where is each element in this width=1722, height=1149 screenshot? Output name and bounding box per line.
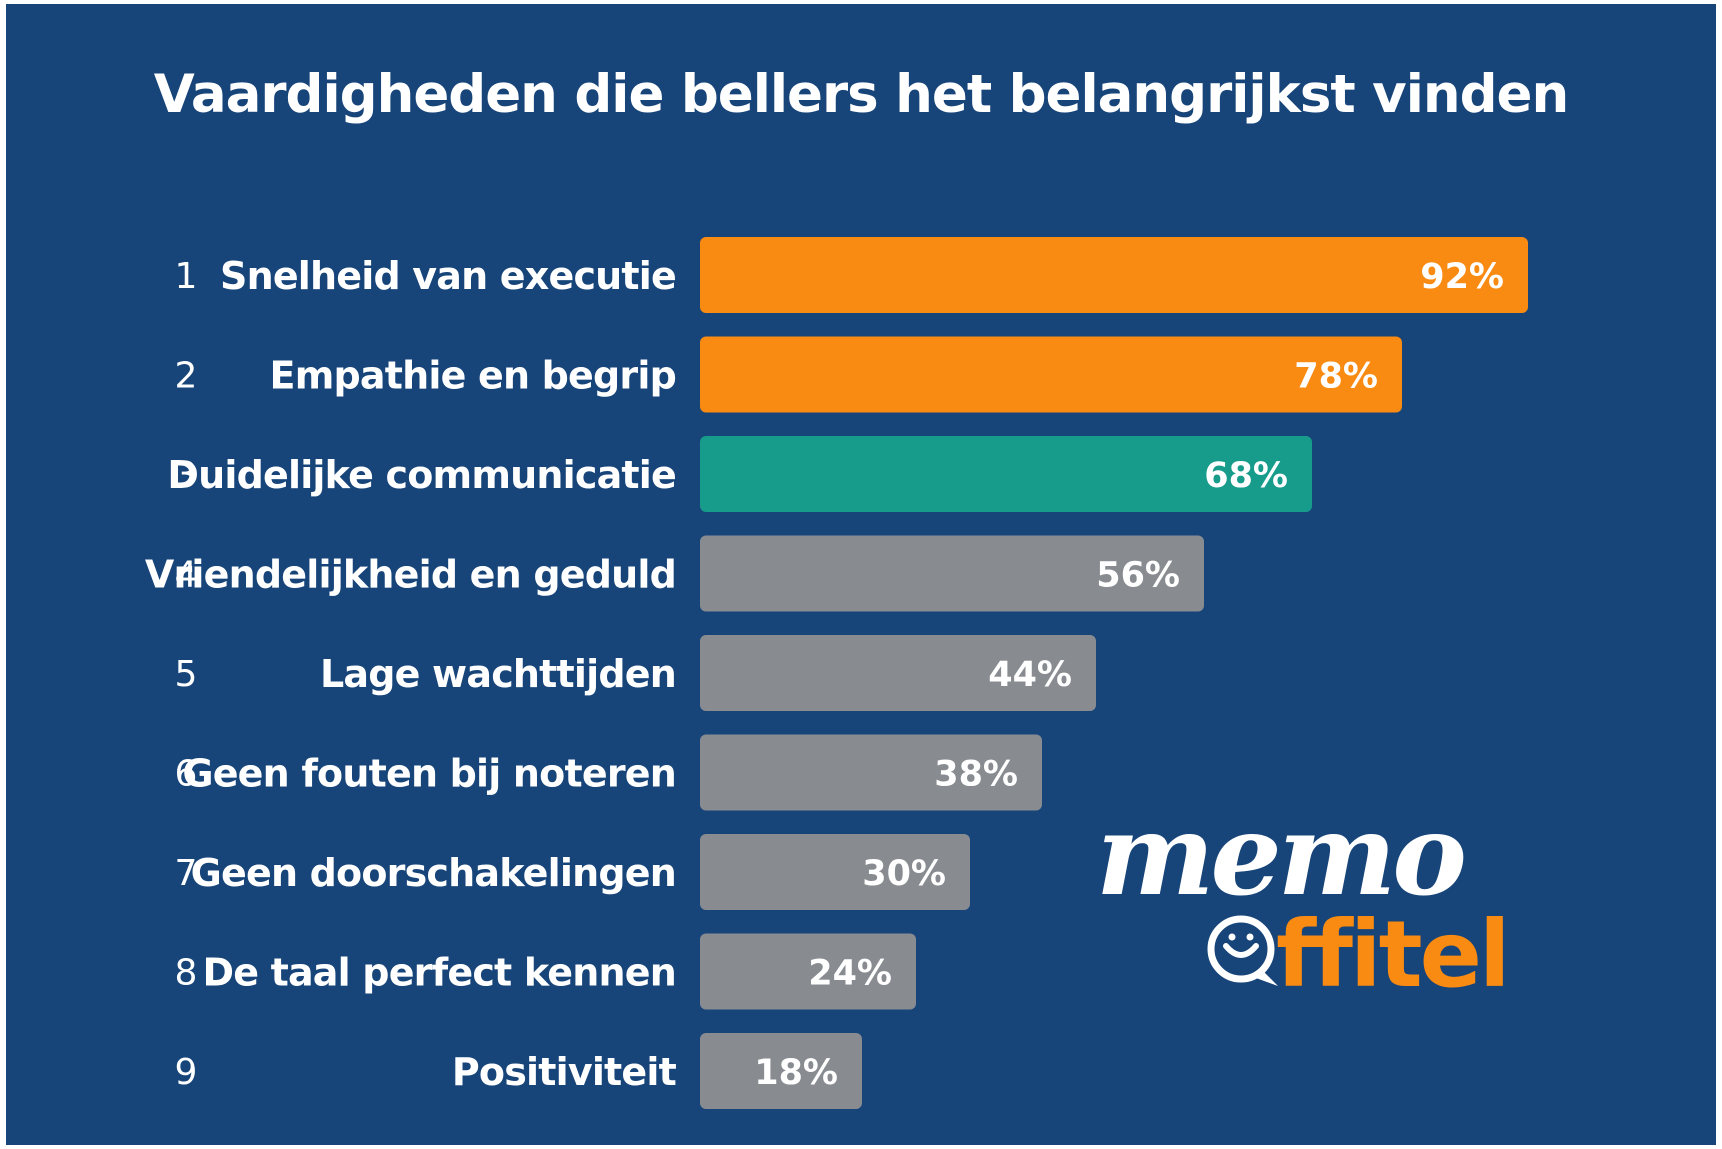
category-label: Duidelijke communicatie <box>167 453 676 497</box>
value-label: 56% <box>1096 556 1180 596</box>
bar <box>700 237 1528 313</box>
chart-panel: Vaardigheden die bellers het belangrijks… <box>6 4 1716 1145</box>
rank-number: 8 <box>175 953 198 994</box>
value-label: 44% <box>988 655 1072 695</box>
rank-number: 7 <box>175 853 198 894</box>
value-label: 24% <box>808 954 892 994</box>
rank-number: 5 <box>175 654 198 695</box>
rank-number: 1 <box>175 256 198 297</box>
value-label: 18% <box>754 1053 838 1093</box>
value-label: 68% <box>1204 456 1288 496</box>
category-label: Geen fouten bij noteren <box>182 752 676 796</box>
category-label: Snelheid van executie <box>220 254 676 298</box>
rank-number: 3 <box>175 455 198 496</box>
logo-script-text: memo <box>1096 794 1464 921</box>
bar <box>700 933 916 1010</box>
logo-brand-text: ffitel <box>1276 901 1508 1008</box>
rank-number: 9 <box>175 1052 198 1093</box>
bar <box>700 635 1096 711</box>
bar <box>700 1033 862 1109</box>
value-label: 92% <box>1420 257 1504 297</box>
memo-offitel-logo: memo ffitel <box>1096 794 1511 1008</box>
value-label: 30% <box>862 854 946 894</box>
bar <box>700 336 1402 413</box>
bar-chart: 1 Snelheid van executie 92% 2 Empathie en be… <box>145 237 1528 1109</box>
rank-number: 4 <box>175 555 198 596</box>
rank-number: 6 <box>175 754 198 795</box>
category-label: De taal perfect kennen <box>202 951 676 995</box>
chart-title: Vaardigheden die bellers het belangrijks… <box>153 64 1569 125</box>
bar <box>700 535 1204 612</box>
value-label: 38% <box>934 755 1018 795</box>
category-label: Vriendelijkheid en geduld <box>145 553 676 597</box>
bar <box>700 436 1312 512</box>
category-label: Geen doorschakelingen <box>191 851 676 895</box>
smiley-chat-bubble-icon <box>1207 915 1278 986</box>
category-label: Empathie en begrip <box>270 354 676 398</box>
rank-number: 2 <box>175 356 198 397</box>
value-label: 78% <box>1294 357 1378 397</box>
bar <box>700 834 970 910</box>
bar <box>700 734 1042 811</box>
category-label: Positiviteit <box>452 1050 677 1094</box>
category-label: Lage wachttijden <box>320 652 676 696</box>
